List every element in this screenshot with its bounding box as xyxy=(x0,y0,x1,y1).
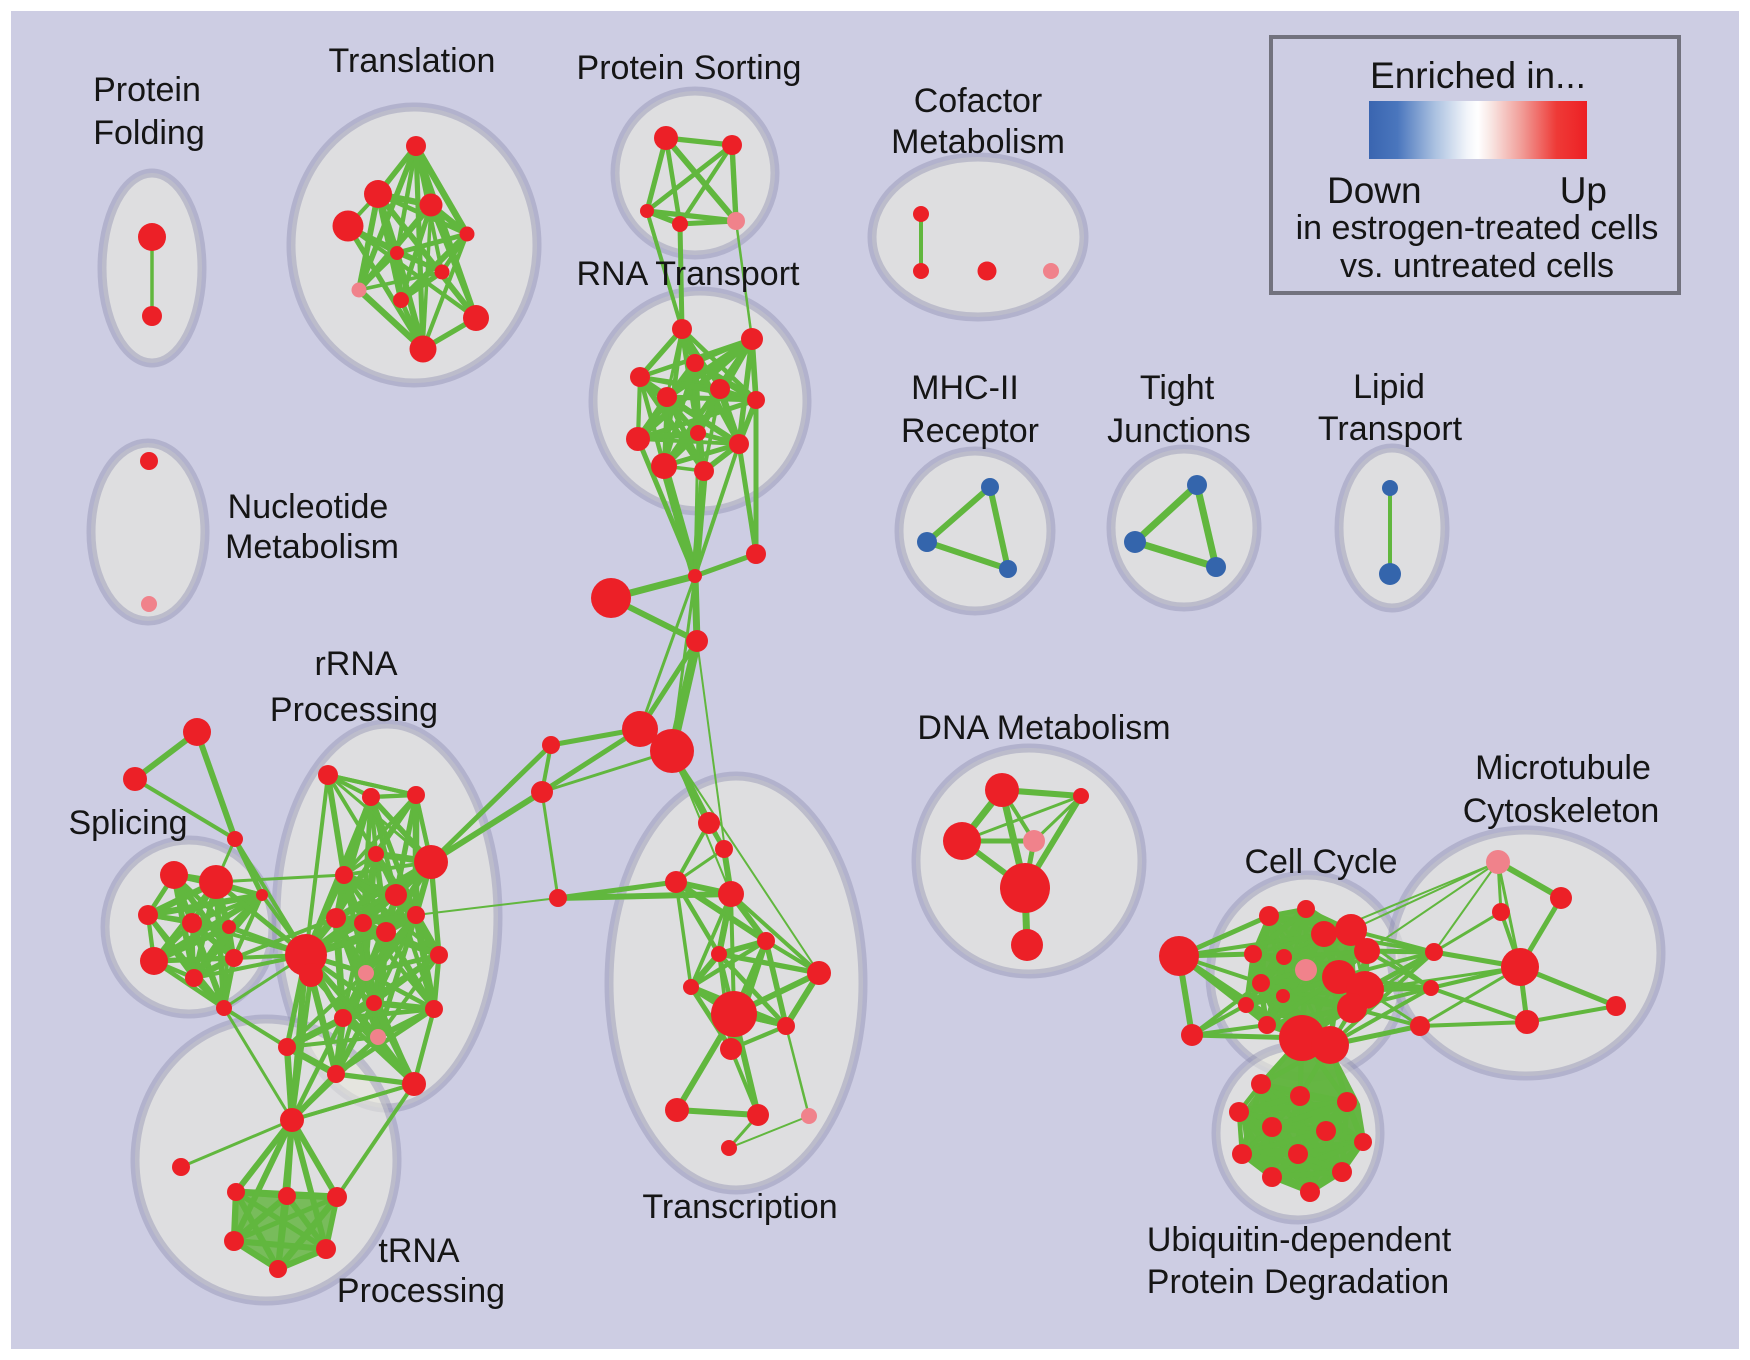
svg-text:Transcription: Transcription xyxy=(642,1188,837,1226)
svg-text:Down: Down xyxy=(1327,170,1422,211)
svg-text:Receptor: Receptor xyxy=(901,412,1039,450)
svg-text:Transport: Transport xyxy=(1318,410,1463,448)
svg-text:Splicing: Splicing xyxy=(68,804,187,842)
svg-text:Processing: Processing xyxy=(270,691,438,729)
svg-text:vs. untreated cells: vs. untreated cells xyxy=(1340,247,1614,285)
svg-text:RNA Transport: RNA Transport xyxy=(577,255,801,293)
svg-text:DNA Metabolism: DNA Metabolism xyxy=(917,709,1170,747)
svg-text:Cytoskeleton: Cytoskeleton xyxy=(1463,792,1660,830)
svg-text:Folding: Folding xyxy=(93,114,205,152)
svg-text:Protein Degradation: Protein Degradation xyxy=(1147,1263,1449,1301)
svg-text:tRNA: tRNA xyxy=(378,1232,460,1270)
svg-text:MHC-II: MHC-II xyxy=(911,369,1019,407)
svg-text:Translation: Translation xyxy=(329,42,496,80)
svg-text:Nucleotide: Nucleotide xyxy=(228,488,389,526)
svg-text:rRNA: rRNA xyxy=(314,645,397,683)
svg-text:Up: Up xyxy=(1560,170,1607,211)
svg-text:Junctions: Junctions xyxy=(1107,412,1251,450)
svg-text:Metabolism: Metabolism xyxy=(225,528,399,566)
svg-text:Enriched in...: Enriched in... xyxy=(1370,55,1586,96)
svg-text:Metabolism: Metabolism xyxy=(891,123,1065,161)
svg-text:Tight: Tight xyxy=(1140,369,1215,407)
svg-text:Processing: Processing xyxy=(337,1272,505,1310)
svg-text:Lipid: Lipid xyxy=(1353,368,1425,406)
svg-text:Protein Sorting: Protein Sorting xyxy=(577,49,802,87)
svg-text:in estrogen-treated cells: in estrogen-treated cells xyxy=(1296,209,1659,247)
svg-text:Cell Cycle: Cell Cycle xyxy=(1244,843,1397,881)
svg-text:Protein: Protein xyxy=(93,71,201,109)
svg-text:Microtubule: Microtubule xyxy=(1475,749,1651,787)
svg-text:Ubiquitin-dependent: Ubiquitin-dependent xyxy=(1147,1221,1452,1259)
svg-text:Cofactor: Cofactor xyxy=(914,82,1043,120)
